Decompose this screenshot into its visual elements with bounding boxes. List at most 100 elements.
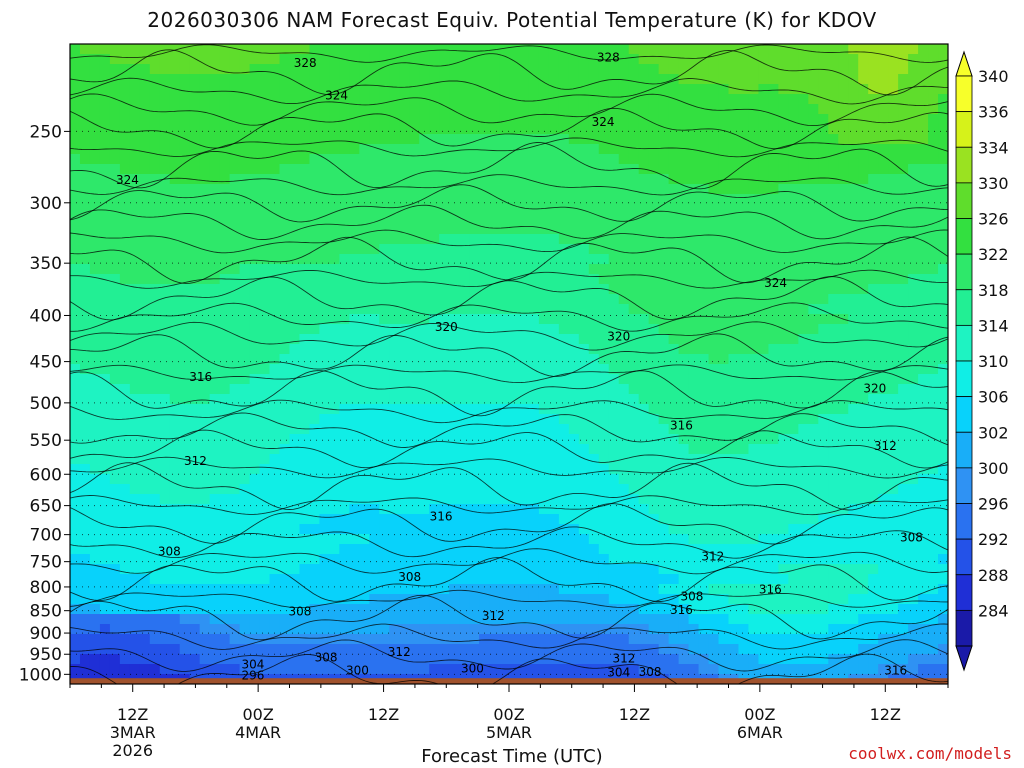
field-cell: [838, 274, 849, 285]
field-cell: [109, 424, 121, 435]
field-cell: [518, 414, 530, 425]
field-cell: [938, 414, 948, 425]
field-cell: [499, 304, 510, 315]
field-cell: [119, 214, 131, 225]
field-cell: [199, 334, 211, 345]
field-cell: [159, 274, 171, 285]
field-cell: [119, 444, 131, 455]
field-cell: [728, 404, 740, 415]
field-cell: [389, 514, 400, 525]
field-cell: [618, 554, 630, 565]
field-cell: [828, 314, 839, 325]
field-cell: [548, 324, 560, 335]
field-cell: [758, 254, 770, 265]
field-cell: [688, 424, 700, 435]
field-cell: [618, 424, 630, 435]
field-cell: [489, 324, 500, 335]
field-cell: [938, 304, 948, 315]
field-cell: [558, 484, 570, 495]
field-cell: [868, 364, 879, 375]
field-cell: [419, 454, 430, 465]
field-cell: [409, 364, 420, 375]
field-cell: [349, 394, 360, 405]
field-cell: [768, 224, 779, 235]
field-cell: [768, 264, 779, 275]
field-cell: [359, 364, 370, 375]
field-cell: [538, 484, 550, 495]
field-cell: [289, 104, 301, 115]
field-cell: [588, 554, 600, 565]
field-cell: [379, 594, 390, 605]
field-cell: [449, 64, 460, 75]
field-cell: [469, 324, 480, 335]
field-cell: [708, 414, 720, 425]
field-cell: [459, 244, 470, 255]
field-cell: [938, 94, 948, 105]
field-cell: [658, 44, 670, 55]
field-cell: [588, 514, 600, 525]
field-cell: [618, 284, 630, 295]
field-cell: [459, 74, 470, 85]
field-cell: [149, 144, 161, 155]
field-cell: [548, 174, 560, 185]
field-cell: [439, 434, 450, 445]
field-cell: [888, 64, 899, 75]
field-cell: [70, 404, 81, 415]
field-cell: [79, 394, 91, 405]
field-cell: [838, 174, 849, 185]
field-cell: [738, 444, 750, 455]
field-cell: [239, 484, 251, 495]
field-cell: [828, 554, 839, 565]
field-cell: [469, 224, 480, 235]
field-cell: [848, 224, 859, 235]
field-cell: [139, 464, 151, 475]
field-cell: [538, 114, 550, 125]
field-cell: [239, 74, 251, 85]
field-cell: [179, 44, 191, 55]
field-cell: [888, 134, 899, 145]
field-cell: [918, 124, 929, 135]
field-cell: [878, 104, 889, 115]
field-cell: [738, 504, 750, 515]
field-cell: [928, 424, 939, 435]
field-cell: [938, 374, 948, 385]
field-cell: [339, 384, 350, 395]
field-cell: [229, 244, 241, 255]
field-cell: [279, 124, 291, 135]
field-cell: [109, 334, 121, 345]
field-cell: [329, 64, 340, 75]
field-cell: [778, 64, 789, 75]
field-cell: [249, 304, 261, 315]
field-cell: [199, 364, 211, 375]
field-cell: [289, 484, 301, 495]
field-cell: [578, 294, 590, 305]
field-cell: [688, 364, 700, 375]
field-cell: [938, 154, 948, 165]
field-cell: [129, 414, 141, 425]
field-cell: [499, 604, 510, 615]
field-cell: [938, 434, 948, 445]
field-cell: [928, 534, 939, 545]
field-cell: [728, 324, 740, 335]
field-cell: [888, 74, 899, 85]
field-cell: [698, 194, 710, 205]
field-cell: [219, 94, 231, 105]
field-cell: [139, 174, 151, 185]
field-cell: [499, 594, 510, 605]
field-cell: [99, 264, 111, 275]
field-cell: [548, 544, 560, 555]
field-cell: [439, 254, 450, 265]
field-cell: [828, 364, 839, 375]
field-cell: [209, 104, 221, 115]
field-cell: [209, 584, 221, 595]
field-cell: [159, 334, 171, 345]
field-cell: [239, 494, 251, 505]
field-cell: [638, 174, 650, 185]
field-cell: [698, 574, 710, 585]
field-cell: [259, 434, 271, 445]
field-cell: [149, 354, 161, 365]
field-cell: [439, 174, 450, 185]
field-cell: [888, 474, 899, 485]
field-cell: [928, 164, 939, 175]
field-cell: [828, 214, 839, 225]
